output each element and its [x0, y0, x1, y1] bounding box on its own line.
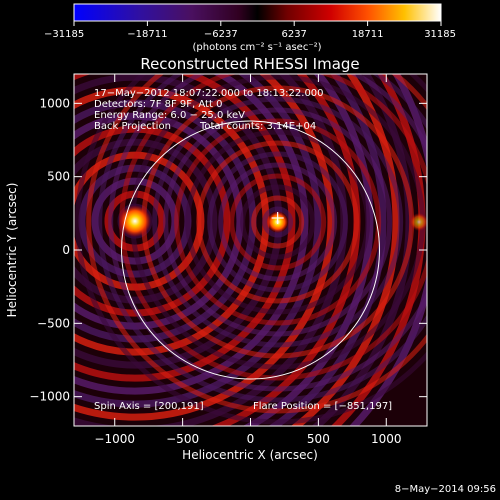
fringe-ring [185, 129, 371, 315]
fringe-ring [207, 151, 349, 293]
annotation-total-counts: Total counts: 3.14E+04 [199, 121, 316, 132]
y-tick-label: −500 [37, 316, 70, 330]
fringe-ring [251, 195, 305, 249]
fringe-ring [311, 74, 413, 426]
x-tick-label: 1000 [371, 432, 402, 446]
y-tick-label: −1000 [29, 390, 70, 404]
date-stamp: 8−May−2014 09:56 [395, 484, 496, 495]
fringe-ring [163, 107, 393, 337]
fringe-ring [86, 74, 427, 414]
x-tick-label: −1000 [94, 432, 135, 446]
colorbar-tick-label: −18711 [127, 29, 167, 40]
y-tick-label: 500 [47, 170, 70, 184]
x-axis-label: Heliocentric X (arcsec) [182, 448, 318, 462]
colorbar-tick-label: −31185 [44, 29, 84, 40]
colorbar-tick-label: 31185 [424, 29, 456, 40]
colorbar-tick-label: 6237 [281, 29, 306, 40]
annotation-method: Back Projection [94, 121, 171, 132]
colorbar-ticks: −31185 −18711 −6237 6237 18711 31185 [44, 21, 456, 40]
fringe-ring [218, 162, 338, 282]
flare-source [118, 205, 151, 238]
colorbar [73, 3, 442, 22]
annotation-spin-axis: Spin Axis = [200,191] [94, 401, 204, 412]
fringe-ring [97, 74, 427, 403]
fringe-ring [74, 138, 218, 304]
fringe-ring [262, 206, 294, 238]
colorbar-tick-label: −6237 [204, 29, 238, 40]
colorbar-tick-label: 18711 [352, 29, 384, 40]
image-pattern [74, 74, 427, 426]
annotation-time-range: 17−May−2012 18:07:22.000 to 18:13:22.000 [94, 88, 324, 99]
solar-limb-circle [121, 120, 380, 380]
x-tick-label: −500 [166, 432, 199, 446]
fringe-ring [174, 118, 382, 326]
y-axis-ticks: −1000 −500 0 500 1000 [29, 96, 427, 404]
y-axis-label: Heliocentric Y (arcsec) [5, 183, 19, 318]
annotation-detectors: Detectors: 7F 8F 9F, Att 0 [94, 99, 222, 110]
annotation-flare-position: Flare Position = [−851,197] [253, 401, 392, 412]
fringe-ring [74, 74, 309, 395]
fringe-ring [75, 74, 427, 425]
fringe-ring [152, 96, 404, 348]
fringe-ring [229, 173, 327, 271]
fringe-ring [74, 74, 322, 408]
spin-axis-cross [271, 211, 284, 224]
y-tick-label: 1000 [39, 96, 70, 110]
fringe-ring [290, 74, 400, 426]
annotation-energy-range: Energy Range: 6.0 − 25.0 keV [94, 110, 245, 121]
chart-title: Reconstructed RHESSI Image [140, 55, 359, 73]
edge-source [410, 212, 427, 231]
x-axis-ticks: −1000 −500 0 500 1000 [94, 74, 402, 446]
x-tick-label: 0 [247, 432, 255, 446]
fringe-ring [268, 74, 387, 426]
fringe-ring [74, 74, 335, 421]
y-tick-label: 0 [62, 243, 70, 257]
x-tick-label: 500 [307, 432, 330, 446]
colorbar-unit-label: (photons cm⁻² s⁻¹ asec⁻²) [192, 42, 321, 53]
fringe-ring [196, 140, 360, 304]
fringe-ring [240, 184, 316, 260]
fringe-ring [108, 74, 427, 392]
